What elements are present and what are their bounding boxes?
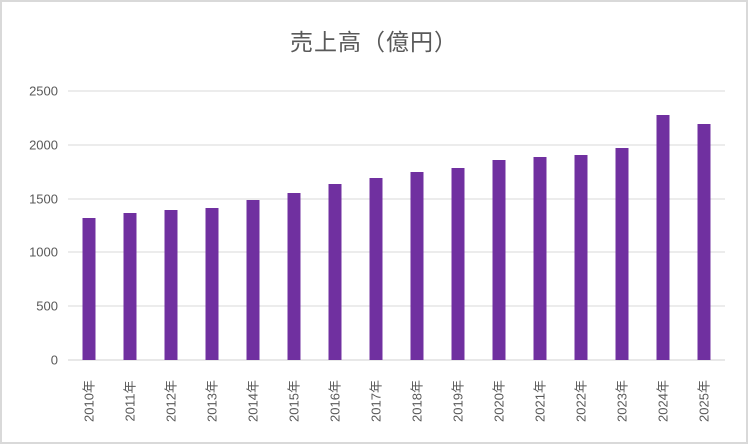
bar-2025年: [697, 124, 711, 360]
x-axis-category: 2017年: [355, 362, 396, 440]
bar-slot: [68, 91, 109, 360]
x-axis-category: 2012年: [150, 362, 191, 440]
x-axis-category: 2014年: [232, 362, 273, 440]
bar-2014年: [246, 199, 260, 360]
bar-2019年: [451, 167, 465, 360]
bar-slot: [684, 91, 725, 360]
bar-slot: [602, 91, 643, 360]
x-axis-category: 2024年: [643, 362, 684, 440]
bar-2018年: [410, 171, 424, 360]
x-axis-category-label: 2023年: [614, 380, 630, 422]
bar-2012年: [164, 210, 178, 360]
x-axis-category: 2019年: [438, 362, 479, 440]
x-axis-category: 2022年: [561, 362, 602, 440]
x-axis-category: 2013年: [191, 362, 232, 440]
gridline: [68, 144, 725, 146]
bar-2010年: [82, 217, 96, 360]
x-axis-category-label: 2012年: [163, 380, 179, 422]
x-axis-category: 2018年: [397, 362, 438, 440]
x-axis-category-label: 2024年: [655, 380, 671, 422]
x-axis-category: 2023年: [602, 362, 643, 440]
x-axis-category: 2015年: [273, 362, 314, 440]
x-axis-line: [68, 359, 725, 361]
x-axis-category-label: 2025年: [696, 380, 712, 422]
x-axis: 2010年 2011年 2012年 2013年 2014年 2015年 2016年 2017年…: [68, 362, 725, 440]
x-axis-category-label: 2010年: [81, 380, 97, 422]
bar-slot: [479, 91, 520, 360]
bar-2011年: [123, 212, 137, 360]
bars: [68, 91, 725, 360]
gridline: [68, 305, 725, 307]
x-axis-category-label: 2011年: [122, 380, 138, 422]
bar-2020年: [492, 159, 506, 360]
x-axis-category: 2020年: [479, 362, 520, 440]
gridline: [68, 198, 725, 200]
bar-slot: [520, 91, 561, 360]
x-axis-category: 2021年: [520, 362, 561, 440]
x-axis-category-label: 2015年: [286, 380, 302, 422]
bar-slot: [191, 91, 232, 360]
x-axis-category: 2016年: [314, 362, 355, 440]
bar-slot: [355, 91, 396, 360]
y-axis-tick-label: 2000: [29, 137, 58, 153]
x-axis-category: 2011年: [109, 362, 150, 440]
y-axis-tick-label: 0: [50, 352, 58, 368]
bar-slot: [397, 91, 438, 360]
y-axis-tick-label: 1000: [29, 244, 58, 260]
bar-slot: [232, 91, 273, 360]
x-axis-category-label: 2016年: [327, 380, 343, 422]
x-axis-category-label: 2013年: [204, 380, 220, 422]
y-axis-tick-label: 2500: [29, 83, 58, 99]
y-axis: 0 500 1000 1500 2000 2500: [2, 85, 58, 367]
bar-2024年: [656, 114, 670, 360]
bar-2015年: [287, 193, 301, 360]
gridline: [68, 251, 725, 253]
x-axis-category-label: 2017年: [368, 380, 384, 422]
x-axis-category: 2010年: [68, 362, 109, 440]
x-axis-category-label: 2018年: [409, 380, 425, 422]
bar-2016年: [328, 183, 342, 360]
gridline: [68, 90, 725, 92]
x-axis-category-label: 2019年: [450, 380, 466, 422]
bar-slot: [109, 91, 150, 360]
chart-title: 売上高（億円）: [290, 29, 458, 55]
bar-2013年: [205, 208, 219, 360]
x-axis-category-label: 2022年: [573, 380, 589, 422]
y-axis-tick-label: 500: [36, 298, 58, 314]
bar-2022年: [574, 155, 588, 360]
bar-slot: [273, 91, 314, 360]
bar-2021年: [533, 156, 547, 360]
x-axis-category-label: 2020年: [491, 380, 507, 422]
y-axis-tick-label: 1500: [29, 191, 58, 207]
bar-2023年: [615, 147, 629, 360]
x-axis-category-label: 2014年: [245, 380, 261, 422]
plot-area: [68, 90, 725, 361]
bar-slot: [150, 91, 191, 360]
bar-2017年: [369, 177, 383, 360]
x-axis-category: 2025年: [684, 362, 725, 440]
bar-slot: [561, 91, 602, 360]
x-axis-category-label: 2021年: [532, 380, 548, 422]
bar-slot: [438, 91, 479, 360]
bar-slot: [643, 91, 684, 360]
bar-slot: [314, 91, 355, 360]
